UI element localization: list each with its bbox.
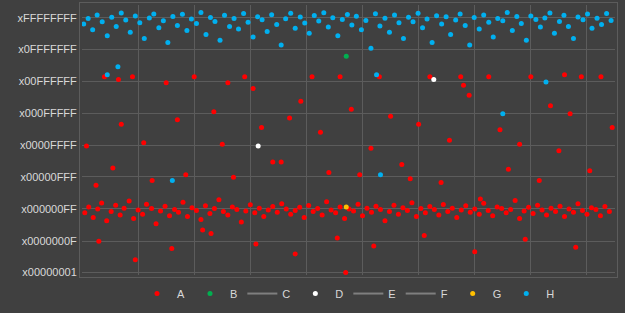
svg-text:D: D [335, 288, 343, 300]
svg-text:F: F [441, 288, 448, 300]
svg-text:x0000000F: x0000000F [22, 235, 77, 247]
svg-text:G: G [493, 288, 502, 300]
svg-text:B: B [230, 288, 237, 300]
svg-text:x000000FF: x000000FF [21, 203, 77, 215]
svg-text:A: A [177, 288, 185, 300]
svg-text:C: C [282, 288, 290, 300]
svg-text:x000FFFFF: x000FFFFF [19, 107, 77, 119]
svg-text:x00FFFFFF: x00FFFFFF [19, 75, 77, 87]
svg-text:x0000FFFF: x0000FFFF [20, 139, 77, 151]
svg-text:x00000001: x00000001 [22, 266, 76, 278]
svg-text:x0FFFFFFF: x0FFFFFFF [18, 43, 77, 55]
svg-text:H: H [546, 288, 554, 300]
svg-text:E: E [388, 288, 395, 300]
svg-text:x00000FFF: x00000FFF [21, 171, 78, 183]
svg-text:xFFFFFFFF: xFFFFFFFF [18, 12, 78, 24]
